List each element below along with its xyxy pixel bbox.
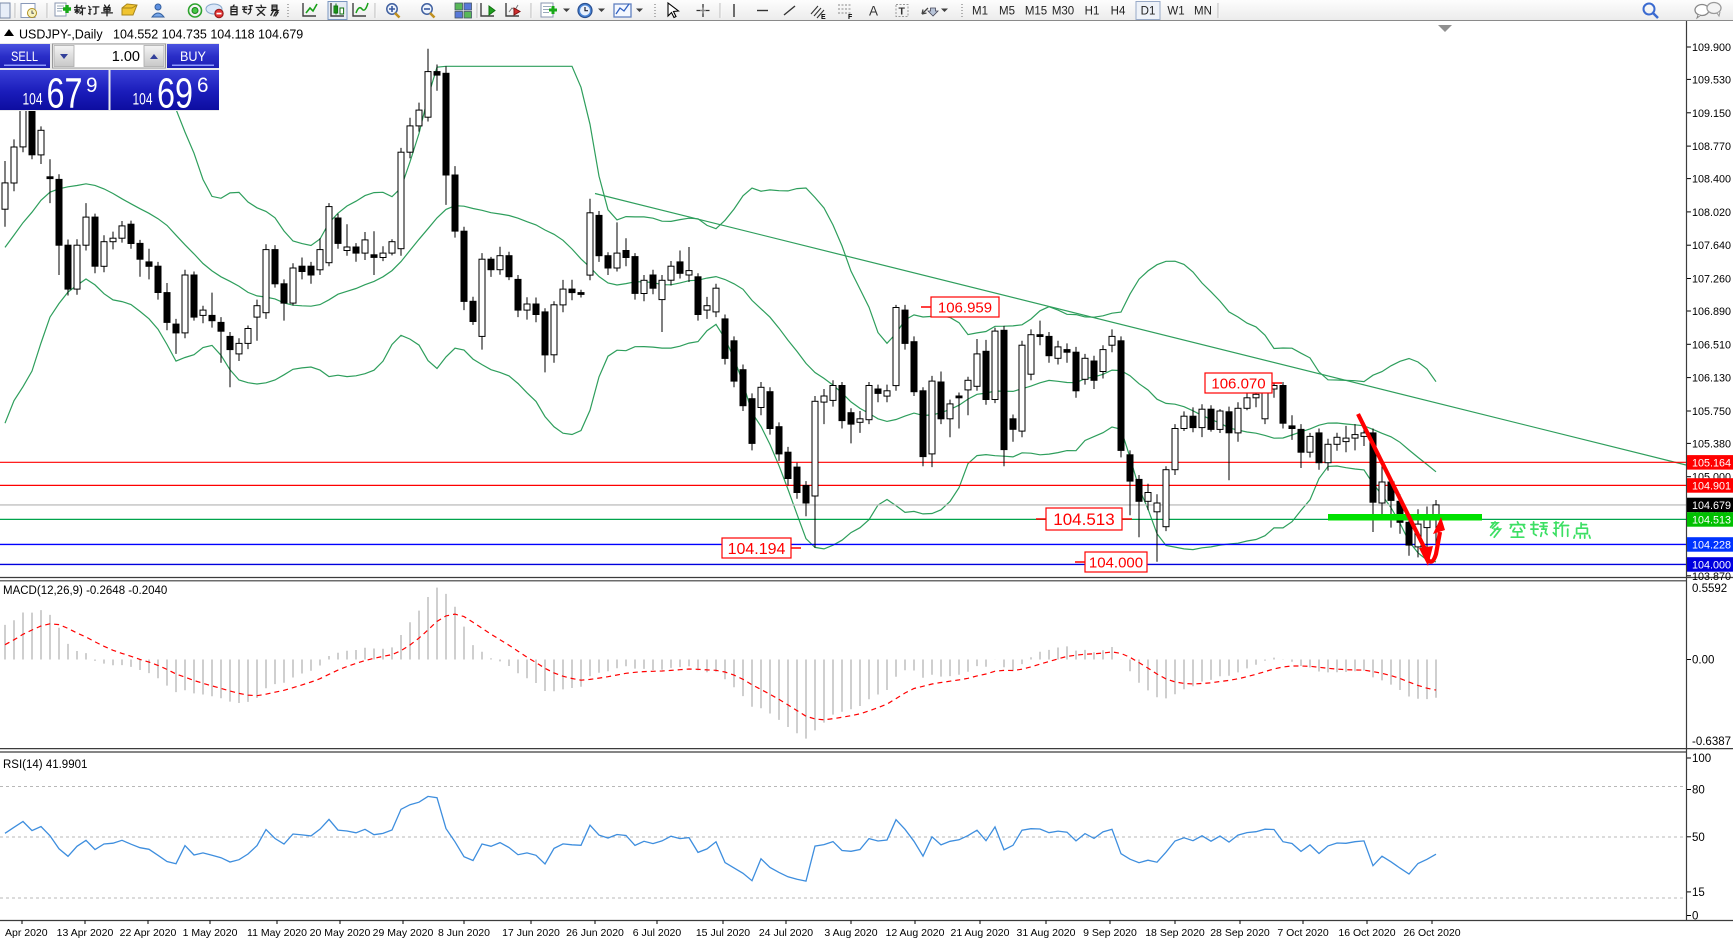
svg-text:RSI(14) 41.9901: RSI(14) 41.9901 xyxy=(3,759,87,771)
svg-text:H4: H4 xyxy=(1111,6,1126,18)
svg-text:A: A xyxy=(869,4,878,19)
svg-text:67: 67 xyxy=(47,70,83,118)
svg-text:0.5592: 0.5592 xyxy=(1692,583,1727,595)
svg-text:104.513: 104.513 xyxy=(1053,510,1114,529)
svg-text:3 Aug 2020: 3 Aug 2020 xyxy=(824,927,877,939)
svg-text:1.00: 1.00 xyxy=(112,49,140,65)
svg-text:Apr 2020: Apr 2020 xyxy=(5,927,48,939)
svg-text:7 Oct 2020: 7 Oct 2020 xyxy=(1277,927,1329,939)
svg-text:D1: D1 xyxy=(1141,6,1156,18)
svg-text:104.679: 104.679 xyxy=(1692,500,1731,512)
svg-text:106.959: 106.959 xyxy=(938,299,992,316)
svg-text:104.552 104.735 104.118 104.67: 104.552 104.735 104.118 104.679 xyxy=(113,28,303,42)
svg-text:-0.6387: -0.6387 xyxy=(1692,736,1731,748)
svg-text:50: 50 xyxy=(1692,832,1705,844)
svg-text:15: 15 xyxy=(1692,887,1705,899)
svg-text:24 Jul 2020: 24 Jul 2020 xyxy=(759,927,813,939)
svg-text:109.530: 109.530 xyxy=(1692,74,1731,86)
svg-text:MACD(12,26,9) -0.2648 -0.2040: MACD(12,26,9) -0.2648 -0.2040 xyxy=(3,585,167,597)
svg-text:1 May 2020: 1 May 2020 xyxy=(183,927,238,939)
svg-text:9 Sep 2020: 9 Sep 2020 xyxy=(1083,927,1137,939)
svg-text:100: 100 xyxy=(1692,753,1711,765)
svg-text:104: 104 xyxy=(23,90,43,109)
svg-text:105.164: 105.164 xyxy=(1692,457,1731,469)
svg-text:W1: W1 xyxy=(1167,6,1184,18)
svg-text:105.380: 105.380 xyxy=(1692,438,1731,450)
svg-text:107.260: 107.260 xyxy=(1692,274,1731,286)
svg-text:M15: M15 xyxy=(1025,6,1047,18)
svg-text:M1: M1 xyxy=(972,6,988,18)
svg-text:108.400: 108.400 xyxy=(1692,174,1731,186)
svg-text:BUY: BUY xyxy=(180,49,206,64)
svg-text:6: 6 xyxy=(197,74,209,97)
svg-text:20 May 2020: 20 May 2020 xyxy=(310,927,371,939)
svg-text:31 Aug 2020: 31 Aug 2020 xyxy=(1017,927,1076,939)
svg-text:T: T xyxy=(899,6,906,18)
svg-text:104.228: 104.228 xyxy=(1692,539,1731,551)
svg-text:H1: H1 xyxy=(1085,6,1100,18)
svg-text:26 Jun 2020: 26 Jun 2020 xyxy=(566,927,624,939)
svg-text:17 Jun 2020: 17 Jun 2020 xyxy=(502,927,560,939)
svg-text:80: 80 xyxy=(1692,785,1705,797)
svg-text:9: 9 xyxy=(86,74,98,97)
svg-text:108.770: 108.770 xyxy=(1692,141,1731,153)
svg-text:106.070: 106.070 xyxy=(1211,375,1265,392)
svg-text:USDJPY-,Daily: USDJPY-,Daily xyxy=(19,28,103,42)
svg-text:12 Aug 2020: 12 Aug 2020 xyxy=(886,927,945,939)
svg-text:69: 69 xyxy=(157,70,193,118)
svg-text:108.020: 108.020 xyxy=(1692,207,1731,219)
svg-text:13 Apr 2020: 13 Apr 2020 xyxy=(57,927,114,939)
svg-text:104.513: 104.513 xyxy=(1692,514,1731,526)
svg-text:6 Jul 2020: 6 Jul 2020 xyxy=(633,927,682,939)
svg-text:18 Sep 2020: 18 Sep 2020 xyxy=(1145,927,1205,939)
svg-text:28 Sep 2020: 28 Sep 2020 xyxy=(1210,927,1270,939)
svg-text:104: 104 xyxy=(133,90,153,109)
svg-text:106.890: 106.890 xyxy=(1692,306,1731,318)
svg-text:104.194: 104.194 xyxy=(728,541,786,558)
svg-text:MN: MN xyxy=(1194,6,1212,18)
svg-text:103.870: 103.870 xyxy=(1692,571,1731,583)
svg-text:16 Oct 2020: 16 Oct 2020 xyxy=(1338,927,1395,939)
svg-text:0: 0 xyxy=(1692,911,1698,923)
svg-text:104.901: 104.901 xyxy=(1692,480,1731,492)
svg-text:109.900: 109.900 xyxy=(1692,42,1731,54)
svg-text:26 Oct 2020: 26 Oct 2020 xyxy=(1403,927,1460,939)
svg-text:106.510: 106.510 xyxy=(1692,339,1731,351)
svg-text:105.750: 105.750 xyxy=(1692,406,1731,418)
svg-text:M30: M30 xyxy=(1052,6,1074,18)
svg-text:M5: M5 xyxy=(999,6,1015,18)
svg-text:29 May 2020: 29 May 2020 xyxy=(373,927,434,939)
svg-text:0.00: 0.00 xyxy=(1692,655,1714,667)
svg-text:E: E xyxy=(821,14,826,21)
svg-text:11 May 2020: 11 May 2020 xyxy=(247,927,307,939)
svg-text:15 Jul 2020: 15 Jul 2020 xyxy=(696,927,750,939)
svg-text:8 Jun 2020: 8 Jun 2020 xyxy=(438,927,490,939)
svg-text:107.640: 107.640 xyxy=(1692,240,1731,252)
svg-text:F: F xyxy=(848,14,853,21)
svg-text:21 Aug 2020: 21 Aug 2020 xyxy=(951,927,1010,939)
svg-text:22 Apr 2020: 22 Apr 2020 xyxy=(120,927,177,939)
svg-text:104.000: 104.000 xyxy=(1692,559,1731,571)
svg-text:109.150: 109.150 xyxy=(1692,108,1731,120)
svg-text:104.000: 104.000 xyxy=(1089,554,1143,571)
svg-text:SELL: SELL xyxy=(11,49,38,64)
svg-text:106.130: 106.130 xyxy=(1692,373,1731,385)
